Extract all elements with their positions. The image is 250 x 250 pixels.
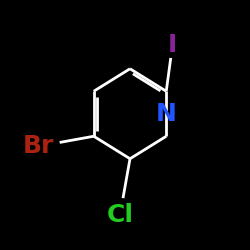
Text: N: N — [156, 102, 177, 126]
Text: Br: Br — [23, 134, 54, 158]
Text: Cl: Cl — [106, 203, 134, 227]
Text: I: I — [168, 33, 177, 57]
